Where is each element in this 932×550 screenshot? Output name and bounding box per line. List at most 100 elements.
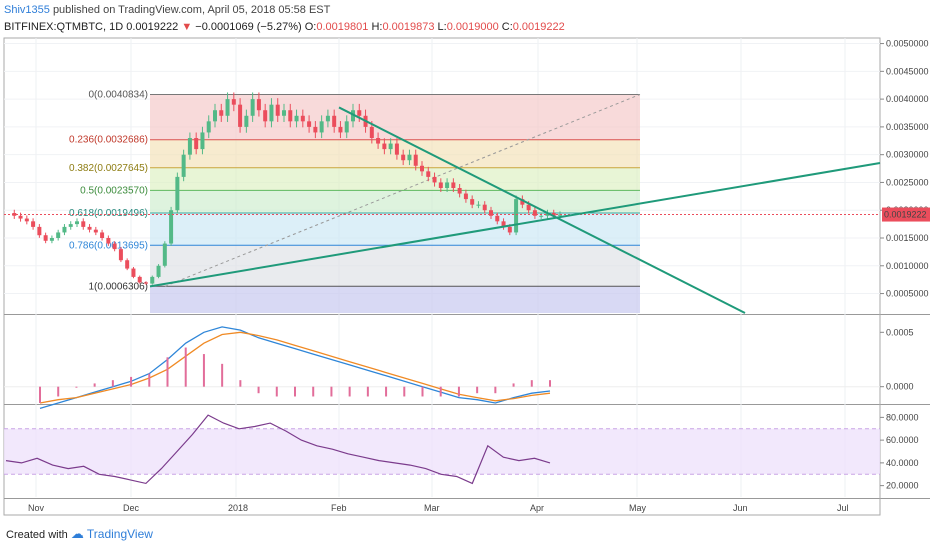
candle-body xyxy=(231,99,236,105)
candle-body xyxy=(313,126,318,133)
candle-body xyxy=(482,204,487,211)
candle-body xyxy=(75,221,79,225)
fib-label: 0.382(0.0027645) xyxy=(69,163,148,174)
fib-extension-zone xyxy=(150,286,640,313)
created-with-label: Created with xyxy=(6,529,68,541)
candle-body xyxy=(388,143,393,150)
candle-body xyxy=(31,221,36,227)
candle-body xyxy=(219,110,224,116)
y-tick-label: 0.0025000 xyxy=(886,177,929,187)
macd-histogram-bar xyxy=(257,386,260,394)
candle-body xyxy=(43,235,48,241)
publish-line: Shiv1355 published on TradingView.com, A… xyxy=(4,4,330,16)
macd-histogram-bar xyxy=(57,386,60,397)
last-price-label: 0.0019222 xyxy=(884,210,927,220)
x-tick-label: Jun xyxy=(733,503,748,513)
macd-histogram-bar xyxy=(111,380,114,387)
y-tick-label: 0.0010000 xyxy=(886,261,929,271)
ohlc-c-label: C: xyxy=(501,21,513,33)
candle-body xyxy=(106,238,111,244)
candle-body xyxy=(93,229,98,233)
candle-body xyxy=(413,154,418,166)
candle-body xyxy=(357,110,362,116)
candle-body xyxy=(420,165,424,172)
symbol: BITFINEX:QTMBTC, 1D xyxy=(4,21,124,33)
fib-zone xyxy=(150,94,640,140)
candle-body xyxy=(175,176,180,211)
fib-zone xyxy=(150,167,640,191)
y-tick-label: 0.0035000 xyxy=(886,122,929,132)
candle-body xyxy=(407,154,412,161)
candle-body xyxy=(476,204,481,206)
candle-body xyxy=(181,154,186,177)
tradingview-brand[interactable]: TradingView xyxy=(86,527,153,541)
candle-body xyxy=(244,115,249,127)
macd-histogram-bar xyxy=(348,386,351,397)
candle-body xyxy=(275,104,280,116)
macd-histogram-bar xyxy=(239,380,242,387)
x-tick-label: Jul xyxy=(837,503,849,513)
x-tick-label: 2018 xyxy=(228,503,248,513)
candle-body xyxy=(438,182,443,188)
candle-body xyxy=(282,110,286,116)
footer: Created with ☁ TradingView xyxy=(6,526,153,544)
ohlc-h: 0.0019873 xyxy=(382,21,435,33)
candle-body xyxy=(426,171,431,177)
support-trendline xyxy=(149,162,881,288)
candle-body xyxy=(300,115,305,122)
rsi-y-tick-label: 80.0000 xyxy=(886,412,919,422)
candle-body xyxy=(263,110,268,122)
candle-body xyxy=(144,282,148,284)
fib-label: 0.236(0.0032686) xyxy=(69,135,148,146)
candle-body xyxy=(194,138,199,150)
fib-trend-dashed xyxy=(164,94,641,287)
rsi-y-tick-label: 40.0000 xyxy=(886,458,919,468)
candle-body xyxy=(24,218,29,222)
macd-histogram-bar xyxy=(75,386,78,388)
chart-header: Shiv1355 published on TradingView.com, A… xyxy=(4,0,924,34)
fib-zone xyxy=(150,213,640,246)
candle-body xyxy=(213,110,217,122)
rsi-band xyxy=(4,428,880,475)
candle-body xyxy=(520,199,525,205)
x-tick-label: Apr xyxy=(530,503,544,513)
candle-body xyxy=(558,214,562,216)
fib-label: 0.618(0.0019496) xyxy=(69,208,148,219)
ohlc-c: 0.0019222 xyxy=(512,21,565,33)
macd-histogram-bar xyxy=(275,386,278,397)
candle-body xyxy=(325,115,330,122)
candle-body xyxy=(489,210,493,216)
tradingview-cloud-icon: ☁ xyxy=(70,526,84,541)
macd-histogram-bar xyxy=(439,386,442,397)
author-link[interactable]: Shiv1355 xyxy=(4,4,50,16)
candle-body xyxy=(470,199,475,205)
candle-body xyxy=(118,249,123,261)
macd-histogram-bar xyxy=(312,386,315,397)
macd-histogram-bar xyxy=(549,380,551,387)
candle-body xyxy=(401,154,406,161)
macd-histogram-bar xyxy=(148,373,151,387)
candle-body xyxy=(18,215,23,219)
candle-body xyxy=(294,115,299,122)
ohlc-o: 0.0019801 xyxy=(316,21,369,33)
ohlc-o-label: O: xyxy=(304,21,317,33)
macd-histogram-bar xyxy=(366,386,369,397)
candle-body xyxy=(288,110,293,122)
candle-body xyxy=(338,126,343,133)
macd-histogram-bar xyxy=(385,386,388,397)
candle-body xyxy=(332,115,337,127)
candle-body xyxy=(200,132,205,150)
candle-body xyxy=(125,260,130,269)
candle-body xyxy=(187,138,192,155)
candle-body xyxy=(131,268,136,277)
symbol-line: BITFINEX:QTMBTC, 1D 0.0019222 ▼ −0.00010… xyxy=(4,21,565,33)
rsi-y-tick-label: 60.0000 xyxy=(886,435,919,445)
y-tick-label: 0.0015000 xyxy=(886,233,929,243)
macd-histogram-bar xyxy=(166,357,169,387)
candle-body xyxy=(307,121,312,127)
candle-body xyxy=(206,121,211,133)
macd-histogram-bar xyxy=(403,386,406,397)
candle-body xyxy=(100,232,105,238)
candle-body xyxy=(12,213,17,216)
